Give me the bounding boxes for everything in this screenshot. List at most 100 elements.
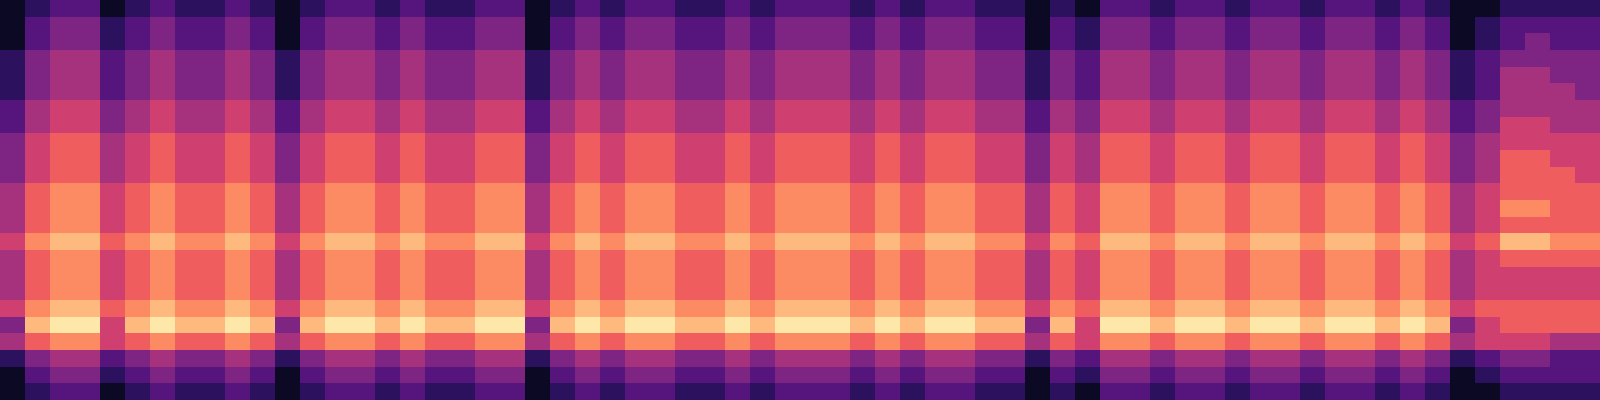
heatmap-cell [1075, 67, 1101, 84]
heatmap-cell [125, 367, 151, 384]
heatmap-cell [525, 267, 551, 284]
heatmap-cell [50, 250, 76, 267]
heatmap-cell [1025, 183, 1051, 200]
heatmap-cell [1275, 0, 1301, 17]
heatmap-cell [1375, 17, 1401, 34]
heatmap-cell [25, 167, 51, 184]
heatmap-cell [425, 317, 451, 334]
heatmap-cell [600, 167, 626, 184]
heatmap-cell [775, 200, 801, 217]
heatmap-cell [650, 67, 676, 84]
heatmap-cell [600, 367, 626, 384]
heatmap-cell [150, 150, 176, 167]
heatmap-cell [100, 267, 126, 284]
heatmap-cell [1050, 100, 1076, 117]
heatmap-cell [700, 67, 726, 84]
heatmap-cell [1175, 133, 1201, 150]
heatmap-cell [950, 0, 976, 17]
heatmap-cell [50, 350, 76, 367]
heatmap-cell [775, 0, 801, 17]
heatmap-cell [25, 100, 51, 117]
heatmap-cell [875, 50, 901, 67]
heatmap-cell [1575, 183, 1600, 200]
heatmap-cell [1475, 267, 1501, 284]
heatmap-cell [500, 117, 526, 134]
heatmap-cell [1575, 117, 1600, 134]
heatmap-cell [250, 17, 276, 34]
heatmap-cell [1100, 33, 1126, 50]
heatmap-cell [350, 267, 376, 284]
heatmap-cell [200, 17, 226, 34]
heatmap-cell [1400, 17, 1426, 34]
heatmap-cell [1425, 0, 1451, 17]
heatmap-cell [375, 33, 401, 50]
heatmap-cell [1075, 150, 1101, 167]
heatmap-cell [1000, 333, 1026, 350]
heatmap-cell [100, 50, 126, 67]
heatmap-cell [275, 83, 301, 100]
heatmap-cell [450, 133, 476, 150]
heatmap-cell [850, 183, 876, 200]
heatmap-cell [475, 233, 501, 250]
heatmap-cell [1025, 167, 1051, 184]
heatmap-cell [1475, 167, 1501, 184]
heatmap-cell [100, 217, 126, 234]
heatmap-cell [1475, 350, 1501, 367]
heatmap-cell [625, 83, 651, 100]
heatmap-cell [525, 217, 551, 234]
heatmap-cell [1225, 150, 1251, 167]
heatmap-cell [1275, 167, 1301, 184]
heatmap-cell [925, 117, 951, 134]
heatmap-cell [1325, 317, 1351, 334]
heatmap-cell [450, 200, 476, 217]
heatmap-cell [975, 267, 1001, 284]
heatmap-cell [900, 133, 926, 150]
heatmap-cell [50, 117, 76, 134]
heatmap-cell [1400, 383, 1426, 400]
heatmap-cell [1100, 100, 1126, 117]
heatmap-cell [575, 183, 601, 200]
heatmap-cell [900, 67, 926, 84]
heatmap-cell [1400, 133, 1426, 150]
heatmap-cell [0, 283, 26, 300]
heatmap-cell [900, 167, 926, 184]
heatmap-cell [25, 267, 51, 284]
heatmap-cell [425, 367, 451, 384]
heatmap-cell [1425, 83, 1451, 100]
heatmap-cell [550, 333, 576, 350]
heatmap-cell [400, 167, 426, 184]
heatmap-cell [925, 383, 951, 400]
heatmap-cell [1525, 283, 1551, 300]
heatmap-cell [1300, 250, 1326, 267]
heatmap-cell [1000, 233, 1026, 250]
heatmap-cell [1450, 67, 1476, 84]
heatmap-cell [1075, 300, 1101, 317]
heatmap-cell [1250, 233, 1276, 250]
heatmap-cell [575, 33, 601, 50]
heatmap-cell [650, 267, 676, 284]
heatmap-cell [825, 283, 851, 300]
heatmap-cell [1050, 333, 1076, 350]
heatmap-cell [1150, 33, 1176, 50]
heatmap-cell [0, 67, 26, 84]
heatmap-cell [300, 217, 326, 234]
heatmap-cell [850, 100, 876, 117]
heatmap-cell [900, 150, 926, 167]
heatmap-cell [775, 333, 801, 350]
heatmap-cell [725, 133, 751, 150]
heatmap-cell [600, 50, 626, 67]
heatmap-cell [775, 217, 801, 234]
heatmap-cell [1575, 367, 1600, 384]
heatmap-cell [400, 267, 426, 284]
heatmap-cell [1150, 367, 1176, 384]
heatmap-cell [1325, 17, 1351, 34]
heatmap-cell [900, 267, 926, 284]
heatmap-cell [1375, 167, 1401, 184]
heatmap-cell [1575, 17, 1600, 34]
heatmap-cell [550, 33, 576, 50]
heatmap-cell [1000, 150, 1026, 167]
heatmap-cell [1350, 133, 1376, 150]
heatmap-cell [1250, 333, 1276, 350]
heatmap-cell [1575, 83, 1600, 100]
heatmap-cell [450, 17, 476, 34]
